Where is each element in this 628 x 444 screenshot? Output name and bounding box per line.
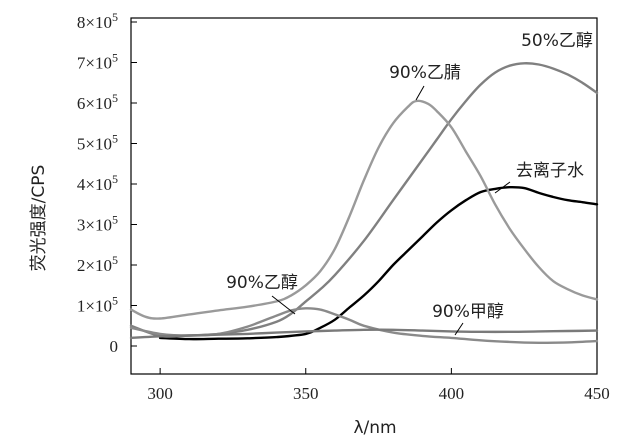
annotation-label: 50%乙醇 <box>521 31 593 51</box>
axes: 300 350 400 450 0 1×105 2×105 3×105 4×105 5×105 6×… <box>77 10 610 403</box>
series-line-methanol-90 <box>129 328 599 340</box>
series-line-ethanol-50 <box>129 62 599 338</box>
annotation-label: 90%乙醇 <box>226 273 298 293</box>
y-tick-label: 2×105 <box>77 253 118 275</box>
y-tick-label: 4×105 <box>77 172 118 194</box>
annotation-leader <box>415 85 425 101</box>
x-tick-label: 450 <box>584 384 610 403</box>
y-tick-label: 7×105 <box>77 51 118 73</box>
y-tick-label: 0 <box>110 337 119 356</box>
series-lines <box>129 62 599 344</box>
annotation-leader <box>454 322 464 336</box>
y-tick-label: 1×105 <box>77 294 118 316</box>
y-tick-label: 6×105 <box>77 91 118 113</box>
annotation-leader <box>494 181 511 194</box>
y-tick-label: 5×105 <box>77 132 118 154</box>
x-axis-label: λ/nm <box>353 418 396 438</box>
y-axis-label: 荧光强度/CPS <box>29 165 49 272</box>
x-tick-label: 350 <box>293 384 319 403</box>
y-tick-label: 3×105 <box>77 213 118 235</box>
y-tick-label: 8×105 <box>77 10 118 32</box>
annotation-label: 90%乙腈 <box>389 63 461 83</box>
x-tick-label: 300 <box>147 384 173 403</box>
series-line-deionized-water <box>158 185 599 341</box>
annotation-label: 去离子水 <box>516 161 584 181</box>
series-line-acetonitrile-90 <box>129 99 599 320</box>
annotation-label: 90%甲醇 <box>432 302 504 322</box>
annotation-leader <box>271 295 296 315</box>
plot-frame <box>130 17 598 375</box>
axis-labels: λ/nm 荧光强度/CPS <box>29 165 397 438</box>
x-tick-label: 400 <box>439 384 465 403</box>
